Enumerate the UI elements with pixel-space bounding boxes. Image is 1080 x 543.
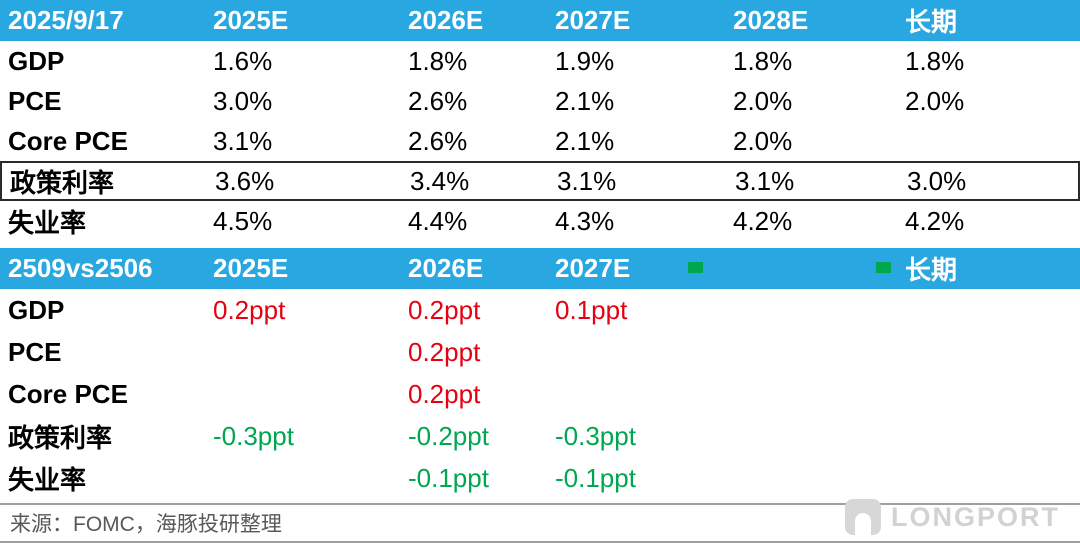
revision-table: 2509vs2506 2025E 2026E 2027E 长期 GDP 0.2p… [0,248,1080,499]
header-cell-2025e: 2025E [213,5,289,35]
row-label: PCE [8,336,62,367]
value-cell: 1.8% [408,45,468,76]
value-cell: 4.3% [555,205,615,236]
row-label: GDP [8,294,65,325]
value-cell: -0.3ppt [213,420,294,451]
row-label: Core PCE [8,125,128,156]
value-cell: 4.4% [408,205,468,236]
header-cell-longterm: 长期 [905,255,958,285]
value-cell: 0.1ppt [555,294,628,325]
table-row-policy-rate-highlighted: 政策利率 3.6% 3.4% 3.1% 3.1% 3.0% [0,161,1080,201]
value-cell: 1.6% [213,45,273,76]
value-cell: 3.1% [557,165,617,196]
row-label: Core PCE [8,378,128,409]
projections-table: 2025/9/17 2025E 2026E 2027E 2028E 长期 GDP… [0,0,1080,241]
header-cell-2027e: 2027E [555,5,631,35]
header-cell-date: 2025/9/17 [8,5,124,35]
table-gap [0,241,1080,248]
value-cell: 3.0% [213,85,273,116]
value-cell: 3.1% [213,125,273,156]
value-cell: 0.2ppt [408,378,481,409]
table-row-unemployment: 失业率 4.5% 4.4% 4.3% 4.2% 4.2% [0,201,1080,241]
value-cell: 2.1% [555,85,615,116]
value-cell: 2.1% [555,125,615,156]
value-cell: -0.1ppt [555,462,636,493]
value-cell: 4.5% [213,205,273,236]
table-row-core-pce: Core PCE 0.2ppt [0,373,1080,415]
value-cell: 3.6% [215,165,275,196]
value-cell: 0.2ppt [213,294,286,325]
value-cell: 3.1% [735,165,795,196]
header-cell-2025e: 2025E [213,253,289,283]
table-row-gdp: GDP 1.6% 1.8% 1.9% 1.8% 1.8% [0,41,1080,81]
source-note: 来源：FOMC，海豚投研整理 [10,513,282,536]
value-cell: 4.2% [905,205,965,236]
value-cell: 0.2ppt [408,294,481,325]
value-cell: 2.6% [408,85,468,116]
value-cell: 4.2% [733,205,793,236]
value-cell: 1.9% [555,45,615,76]
table-row-unemployment: 失业率 -0.1ppt -0.1ppt [0,457,1080,499]
header-cell-longterm: 长期 [905,7,958,37]
revision-header-row: 2509vs2506 2025E 2026E 2027E 长期 [0,248,1080,289]
header-cell-2027e: 2027E [555,253,631,283]
row-label: 失业率 [8,207,87,238]
value-cell: -0.2ppt [408,420,489,451]
table-row-core-pce: Core PCE 3.1% 2.6% 2.1% 2.0% [0,121,1080,161]
row-label: PCE [8,85,62,116]
green-artifact-mark [688,262,703,273]
header-cell-2026e: 2026E [408,253,484,283]
header-cell-2028e: 2028E [733,5,809,35]
header-cell-comparison: 2509vs2506 [8,253,153,283]
table-row-pce: PCE 0.2ppt [0,331,1080,373]
table-row-pce: PCE 3.0% 2.6% 2.1% 2.0% 2.0% [0,81,1080,121]
longport-watermark: LONGPORT [845,499,1060,535]
value-cell: -0.3ppt [555,420,636,451]
value-cell: 1.8% [905,45,965,76]
value-cell: 3.0% [907,165,967,196]
value-cell: -0.1ppt [408,462,489,493]
value-cell: 2.6% [408,125,468,156]
longport-logo-text: LONGPORT [891,501,1060,532]
value-cell: 1.8% [733,45,793,76]
row-label: 政策利率 [8,422,113,453]
value-cell: 2.0% [733,85,793,116]
header-cell-2026e: 2026E [408,5,484,35]
longport-logo-icon [845,499,881,535]
row-label: 失业率 [8,464,87,495]
source-footer: 来源：FOMC，海豚投研整理 [0,503,1080,543]
table-row-policy-rate: 政策利率 -0.3ppt -0.2ppt -0.3ppt [0,415,1080,457]
projections-header-row: 2025/9/17 2025E 2026E 2027E 2028E 长期 [0,0,1080,41]
green-artifact-mark [876,262,891,273]
row-label: GDP [8,45,65,76]
row-label: 政策利率 [10,167,115,198]
value-cell: 2.0% [733,125,793,156]
table-row-gdp: GDP 0.2ppt 0.2ppt 0.1ppt [0,289,1080,331]
value-cell: 3.4% [410,165,470,196]
value-cell: 0.2ppt [408,336,481,367]
value-cell: 2.0% [905,85,965,116]
